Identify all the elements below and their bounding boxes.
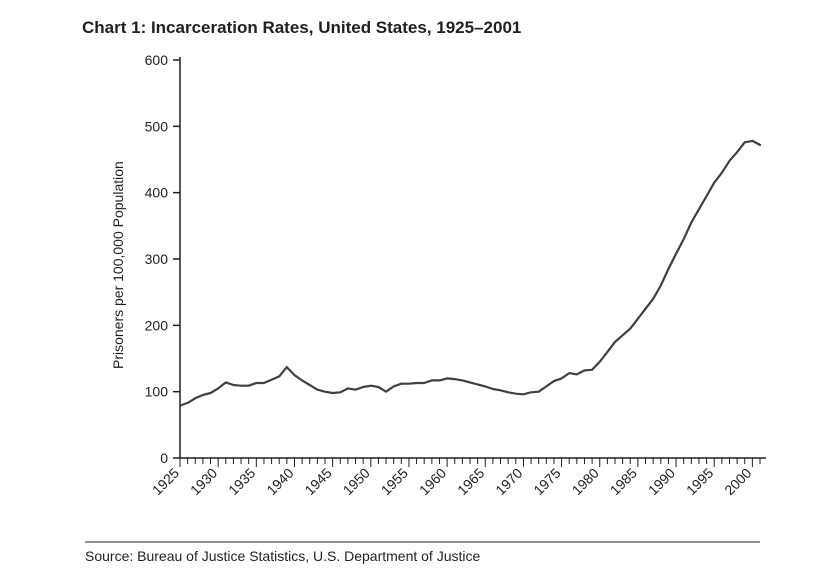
x-tick-label: 1925 bbox=[149, 465, 182, 498]
x-tick-label: 2000 bbox=[721, 465, 754, 498]
y-tick-label: 300 bbox=[145, 251, 169, 267]
x-tick-label: 1965 bbox=[454, 465, 487, 498]
x-tick-label: 1990 bbox=[645, 465, 678, 498]
x-tick-label: 1975 bbox=[530, 465, 563, 498]
y-tick-label: 200 bbox=[145, 317, 169, 333]
x-tick-label: 1950 bbox=[340, 465, 373, 498]
x-tick-label: 1980 bbox=[569, 465, 602, 498]
x-tick-label: 1955 bbox=[378, 465, 411, 498]
x-tick-label: 1935 bbox=[225, 465, 258, 498]
y-tick-label: 0 bbox=[160, 450, 168, 466]
y-tick-label: 400 bbox=[145, 185, 169, 201]
x-tick-label: 1945 bbox=[301, 465, 334, 498]
chart-source: Source: Bureau of Justice Statistics, U.… bbox=[85, 548, 480, 564]
x-tick-label: 1940 bbox=[263, 465, 296, 498]
y-tick-label: 500 bbox=[145, 118, 169, 134]
x-tick-label: 1985 bbox=[607, 465, 640, 498]
chart-canvas: 0100200300400500600192519301935194019451… bbox=[0, 0, 837, 585]
y-tick-label: 600 bbox=[145, 52, 169, 68]
x-tick-label: 1995 bbox=[683, 465, 716, 498]
data-line bbox=[180, 141, 760, 406]
x-tick-label: 1930 bbox=[187, 465, 220, 498]
x-tick-label: 1970 bbox=[492, 465, 525, 498]
y-tick-label: 100 bbox=[145, 384, 169, 400]
x-tick-label: 1960 bbox=[416, 465, 449, 498]
